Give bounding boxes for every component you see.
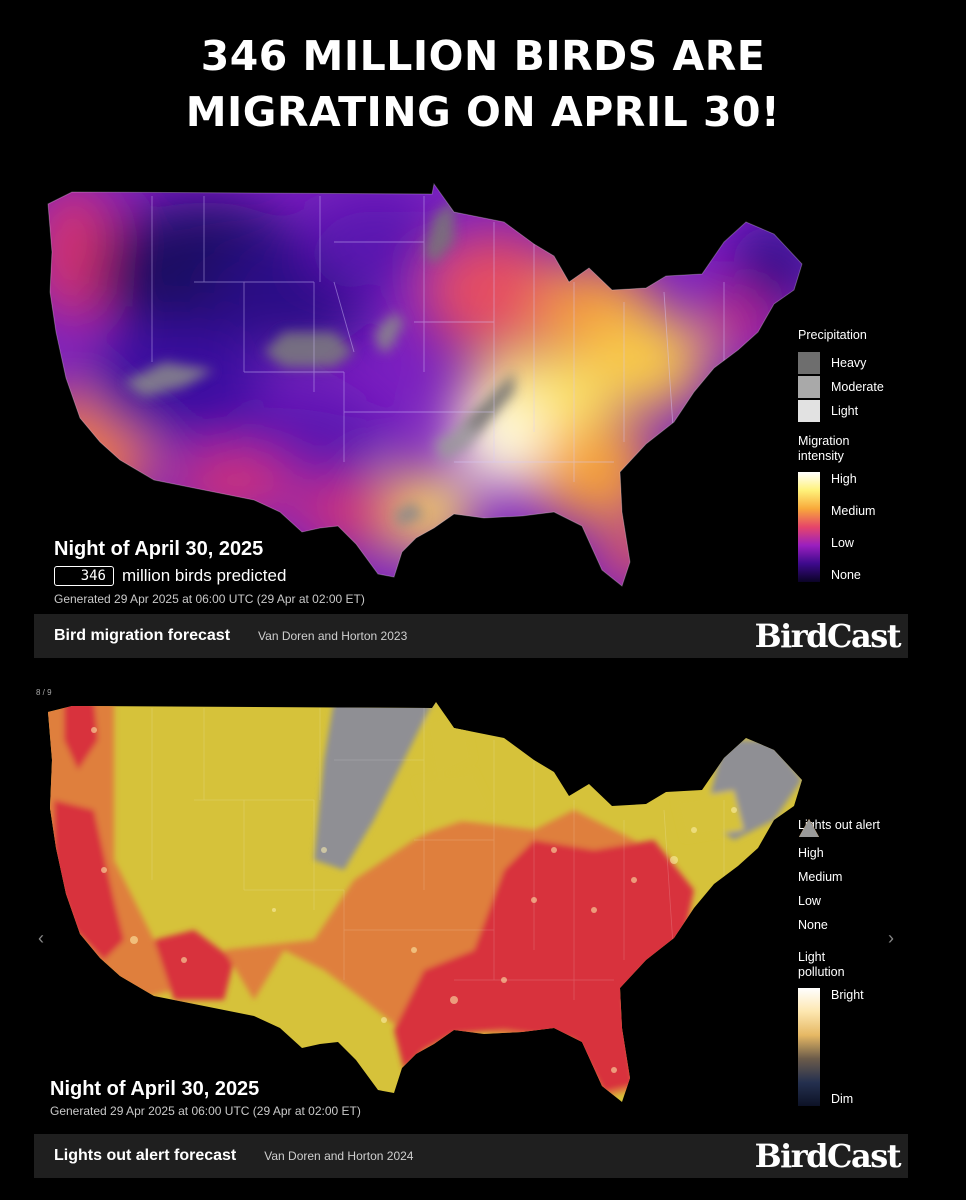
lights-out-alert-legend: Lights out alert ! High ! Medium ! Low N… [798, 818, 880, 937]
intensity-label-medium: Medium [831, 504, 876, 518]
lights-footer: Lights out alert forecast Van Doren and … [34, 1134, 908, 1178]
pollution-label-bright: Bright [831, 988, 864, 1002]
light-pollution-ramp [798, 988, 820, 1106]
alert-legend-medium: ! Medium [798, 819, 880, 889]
precip-legend-moderate: Moderate [798, 375, 884, 399]
alert-label-high: High [798, 846, 824, 860]
lights-footer-title: Lights out alert forecast [54, 1147, 237, 1164]
light-pollution-legend: Light pollution Bright Dim [798, 950, 864, 1106]
lights-night-label: Night of April 30, 2025 [50, 1078, 260, 1100]
precip-label-heavy: Heavy [831, 356, 867, 370]
migration-night-label: Night of April 30, 2025 [54, 538, 264, 560]
precip-swatch-heavy [798, 352, 820, 374]
intensity-label-low: Low [831, 536, 854, 550]
migration-intensity-ramp [798, 472, 820, 582]
slide-pager: 8 / 9 [36, 688, 52, 697]
migration-footer: Bird migration forecast Van Doren and Ho… [34, 614, 908, 658]
alert-none-icon [799, 819, 819, 837]
migration-map-panel: Night of April 30, 2025 346 million bird… [34, 182, 908, 612]
pollution-ramp-labels: Bright Dim [831, 988, 864, 1106]
previous-slide-arrow[interactable]: ‹ [38, 928, 44, 948]
precip-label-moderate: Moderate [831, 380, 884, 394]
intensity-label-none: None [831, 568, 861, 582]
alert-legend-none: None [798, 819, 880, 937]
intensity-title-line-2: intensity [798, 449, 844, 463]
pollution-title-line-1: Light [798, 950, 826, 964]
migration-intensity-legend-title: Migration intensity [798, 434, 875, 464]
lights-out-map [48, 702, 802, 1102]
precip-swatch-moderate [798, 376, 820, 398]
migration-generated-timestamp: Generated 29 Apr 2025 at 06:00 UTC (29 A… [54, 592, 365, 606]
migration-intensity-legend: Migration intensity High Medium Low None [798, 434, 875, 582]
alert-legend-low: ! Low [798, 819, 880, 913]
alert-label-none: None [798, 918, 828, 932]
alert-label-medium: Medium [798, 870, 843, 884]
light-pollution-legend-title: Light pollution [798, 950, 864, 980]
state-borders [151, 196, 725, 482]
migration-footer-title: Bird migration forecast [54, 627, 231, 644]
lights-generated-timestamp: Generated 29 Apr 2025 at 06:00 UTC (29 A… [50, 1104, 361, 1118]
pollution-title-line-2: pollution [798, 965, 845, 979]
alert-label-low: Low [798, 894, 821, 908]
intensity-label-high: High [831, 472, 857, 486]
precipitation-legend-title: Precipitation [798, 328, 867, 342]
headline: 346 MILLION BIRDS ARE MIGRATING ON APRIL… [0, 28, 966, 140]
next-slide-arrow[interactable]: › [888, 928, 894, 948]
precip-swatch-light [798, 400, 820, 422]
pollution-label-dim: Dim [831, 1092, 854, 1106]
lights-out-alert-legend-title: Lights out alert [798, 818, 880, 832]
headline-line-1: 346 MILLION BIRDS ARE [200, 32, 766, 80]
birdcast-logo: BirdCast [754, 617, 902, 655]
migration-map [47, 182, 803, 587]
headline-line-2: MIGRATING ON APRIL 30! [185, 88, 781, 136]
predicted-count-box: 346 [54, 566, 114, 586]
intensity-ramp-labels: High Medium Low None [831, 472, 875, 582]
alert-legend-high: ! High [798, 819, 880, 865]
predicted-count-suffix: million birds predicted [122, 566, 287, 585]
migration-footer-citation: Van Doren and Horton 2023 [258, 629, 408, 643]
lights-footer-citation: Van Doren and Horton 2024 [264, 1149, 414, 1163]
state-borders-2 [151, 708, 725, 1000]
predicted-count-row: 346 million birds predicted [54, 566, 286, 586]
lights-out-alert-field [48, 702, 802, 1102]
precip-label-light: Light [831, 404, 859, 418]
city-lights [91, 727, 737, 1073]
precip-legend-heavy: Heavy [798, 351, 884, 375]
birdcast-logo-2: BirdCast [754, 1137, 902, 1175]
lights-out-map-panel: Night of April 30, 2025 Generated 29 Apr… [34, 700, 908, 1118]
intensity-title-line-1: Migration [798, 434, 850, 448]
precipitation-legend: Precipitation Heavy Moderate Light [798, 328, 884, 423]
precip-legend-light: Light [798, 399, 884, 423]
